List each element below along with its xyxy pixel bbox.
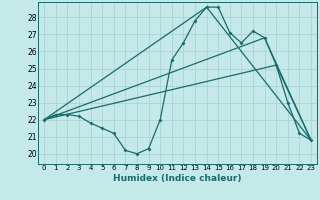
X-axis label: Humidex (Indice chaleur): Humidex (Indice chaleur) <box>113 174 242 183</box>
